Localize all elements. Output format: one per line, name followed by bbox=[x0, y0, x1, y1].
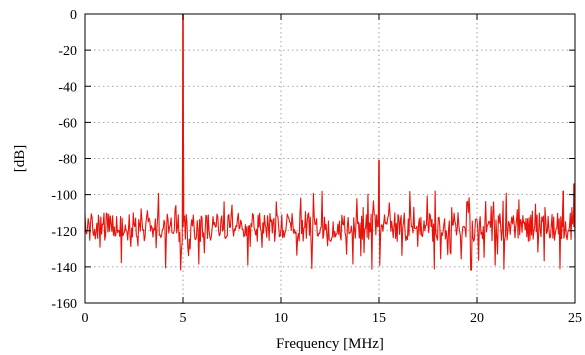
series-layer bbox=[84, 13, 576, 271]
ticks: 0 5 10 15 20 25 0 -20 -40 -60 -80 -100 -120 -140 -160 bbox=[51, 8, 582, 326]
x-tick-label: 5 bbox=[180, 311, 187, 326]
x-tick-label: 25 bbox=[568, 311, 582, 326]
y-tick-label: -100 bbox=[51, 189, 77, 204]
x-tick-label: 20 bbox=[470, 311, 484, 326]
x-tick-label: 15 bbox=[372, 311, 386, 326]
x-axis-label: Frequency [MHz] bbox=[276, 336, 384, 352]
y-axis-label: [dB] bbox=[12, 145, 28, 173]
x-tick-label: 10 bbox=[274, 311, 288, 326]
y-tick-label: -140 bbox=[51, 261, 77, 276]
y-tick-label: 0 bbox=[70, 8, 77, 23]
y-tick-label: -80 bbox=[58, 153, 77, 168]
y-tick-label: -120 bbox=[51, 225, 77, 240]
y-tick-label: -60 bbox=[58, 116, 77, 131]
y-tick-label: -20 bbox=[58, 44, 77, 59]
y-tick-label: -160 bbox=[51, 297, 77, 312]
y-tick-label: -40 bbox=[58, 80, 77, 95]
x-tick-label: 0 bbox=[82, 311, 89, 326]
grid-lines bbox=[85, 14, 575, 303]
spectrum-line bbox=[84, 13, 576, 271]
